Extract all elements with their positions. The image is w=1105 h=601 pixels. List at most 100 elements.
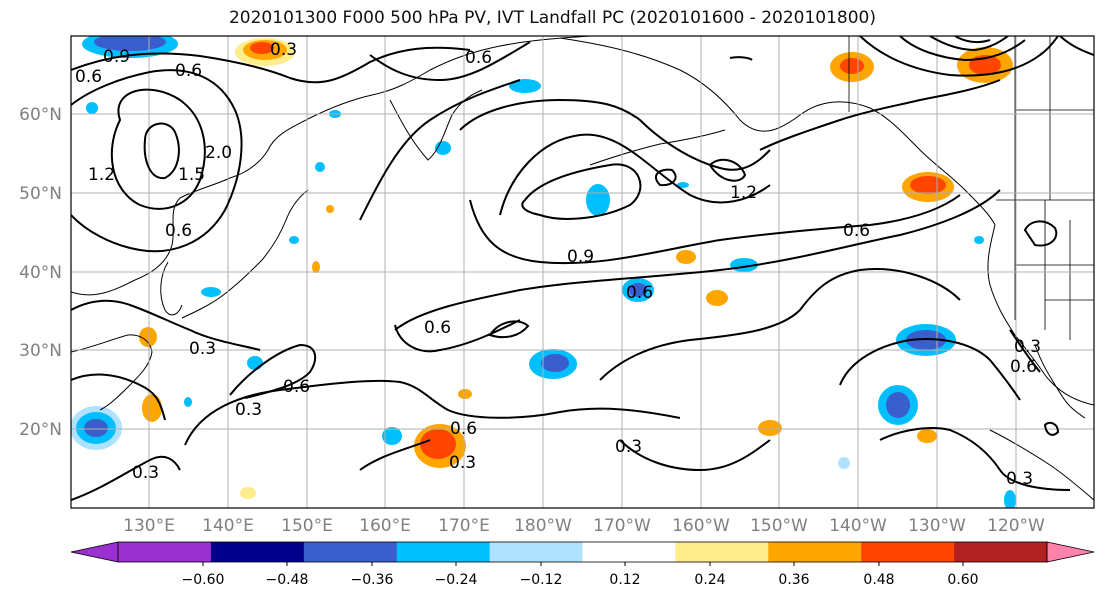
positive-anomaly: [420, 429, 456, 459]
contour-label: 0.3: [132, 463, 159, 483]
colorbar-segment: [303, 542, 398, 562]
baja: [1034, 344, 1086, 419]
pv-contour: [71, 69, 243, 253]
colorbar-tick-label: −0.36: [351, 572, 394, 588]
pv-contour: [369, 41, 531, 82]
negative-anomaly: [541, 354, 569, 372]
contour-label: 0.3: [1014, 337, 1041, 357]
china-coast: [71, 334, 153, 411]
political-borders: [848, 36, 1094, 340]
pv-contour: [599, 268, 961, 381]
alaska-coast: [559, 37, 996, 226]
negative-anomaly: [247, 356, 263, 370]
colorbar-segment: [954, 542, 1048, 562]
contour-label: 0.6: [175, 61, 202, 81]
contour-label: 0.3: [449, 453, 476, 473]
contour-label: 0.3: [615, 437, 642, 457]
contour-label: 0.3: [1006, 469, 1033, 489]
lon-label: 140°W: [829, 516, 887, 536]
positive-anomaly: [240, 487, 256, 499]
contour-label: 0.6: [75, 67, 102, 87]
pv-contour: [839, 338, 1021, 401]
positive-anomaly: [758, 420, 782, 436]
pc-shading: [71, 36, 1016, 508]
us-state-lines: [1014, 200, 1094, 340]
contour-label: 0.3: [270, 40, 297, 60]
japan-coast: [181, 189, 309, 319]
pv-contour: [71, 373, 166, 421]
contour-label: 0.6: [424, 318, 451, 338]
lat-label: 60°N: [19, 105, 62, 125]
lat-label: 20°N: [19, 420, 62, 440]
lon-label: 150°E: [281, 516, 333, 536]
colorbar-tick-label: −0.60: [182, 572, 225, 588]
colorbar-tick-label: −0.24: [435, 572, 478, 588]
contour-label: 1.5: [178, 165, 205, 185]
negative-anomaly: [677, 182, 689, 188]
negative-anomaly: [289, 236, 299, 244]
colorbar-extend-high: [1046, 541, 1095, 563]
positive-anomaly: [250, 42, 274, 54]
negative-anomaly: [886, 392, 910, 418]
canada-province-lines: [1014, 36, 1094, 200]
contour-label: 1.2: [730, 183, 757, 203]
colorbar-segment: [768, 542, 862, 562]
map-title: 2020101300 F000 500 hPa PV, IVT Landfall…: [228, 8, 876, 28]
contour-labels: 0.9 0.6 0.3 0.6 0.6 1.5 2.0 1.2 0.6 0.9 …: [75, 40, 1041, 489]
negative-anomaly: [86, 102, 98, 114]
positive-anomaly: [910, 176, 946, 194]
pv-contour: [1009, 329, 1041, 373]
colorbar-segment: [861, 542, 955, 562]
negative-anomaly: [382, 427, 402, 445]
lat-label: 50°N: [19, 184, 62, 204]
pv-contour: [71, 46, 471, 84]
asia-coast: [71, 36, 591, 296]
pv-contour: [71, 299, 261, 351]
colorbar-tick-label: 0.36: [778, 572, 809, 588]
contour-label: 0.3: [235, 400, 262, 420]
lon-label: 160°E: [359, 516, 411, 536]
pv-contour: [488, 320, 530, 339]
colorbar-outline: [117, 541, 1048, 563]
contour-label: 0.6: [465, 48, 492, 68]
positive-anomaly: [326, 205, 334, 213]
negative-anomaly: [974, 236, 984, 244]
colorbar-segment: [489, 542, 583, 562]
lat-label: 30°N: [19, 341, 62, 361]
pv-contour: [143, 122, 180, 180]
pv-contour: [521, 163, 642, 220]
contour-label: 2.0: [205, 143, 232, 163]
pv-contour: [708, 158, 747, 182]
lon-label: 180°W: [514, 516, 572, 536]
colorbar-segment: [582, 542, 676, 562]
pv-contour: [359, 79, 521, 221]
map-frame: [70, 35, 1095, 509]
pv-contour: [71, 455, 181, 501]
pv-contour: [654, 168, 677, 187]
colorbar-segment: [118, 542, 212, 562]
positive-anomaly: [458, 389, 472, 399]
pv-contour: [110, 88, 206, 210]
negative-anomaly: [629, 283, 647, 297]
negative-anomaly: [315, 162, 325, 172]
negative-anomaly: [586, 184, 610, 216]
colorbar: −0.60 −0.48 −0.36 −0.24 −0.12 0.12 0.24 0.36 0.4…: [70, 541, 1095, 588]
latitude-labels: 60°N 50°N 40°N 30°N 20°N: [19, 105, 62, 440]
positive-anomaly: [312, 261, 320, 273]
pv-contour: [394, 189, 1001, 331]
colorbar-tick-label: 0.12: [609, 572, 640, 588]
positive-anomaly: [139, 327, 157, 347]
pv-contour: [729, 56, 753, 61]
negative-anomaly: [184, 397, 192, 407]
pv-contour: [929, 36, 1009, 52]
contour-label: 0.9: [103, 47, 130, 67]
positive-anomaly: [917, 429, 937, 443]
korea-coast: [160, 261, 183, 316]
contour-label: 1.2: [88, 165, 115, 185]
positive-anomaly: [676, 250, 696, 264]
colorbar-tick-label: 0.60: [947, 572, 978, 588]
positive-anomaly: [706, 290, 728, 306]
negative-anomaly: [201, 287, 221, 297]
positive-anomaly: [142, 394, 162, 422]
